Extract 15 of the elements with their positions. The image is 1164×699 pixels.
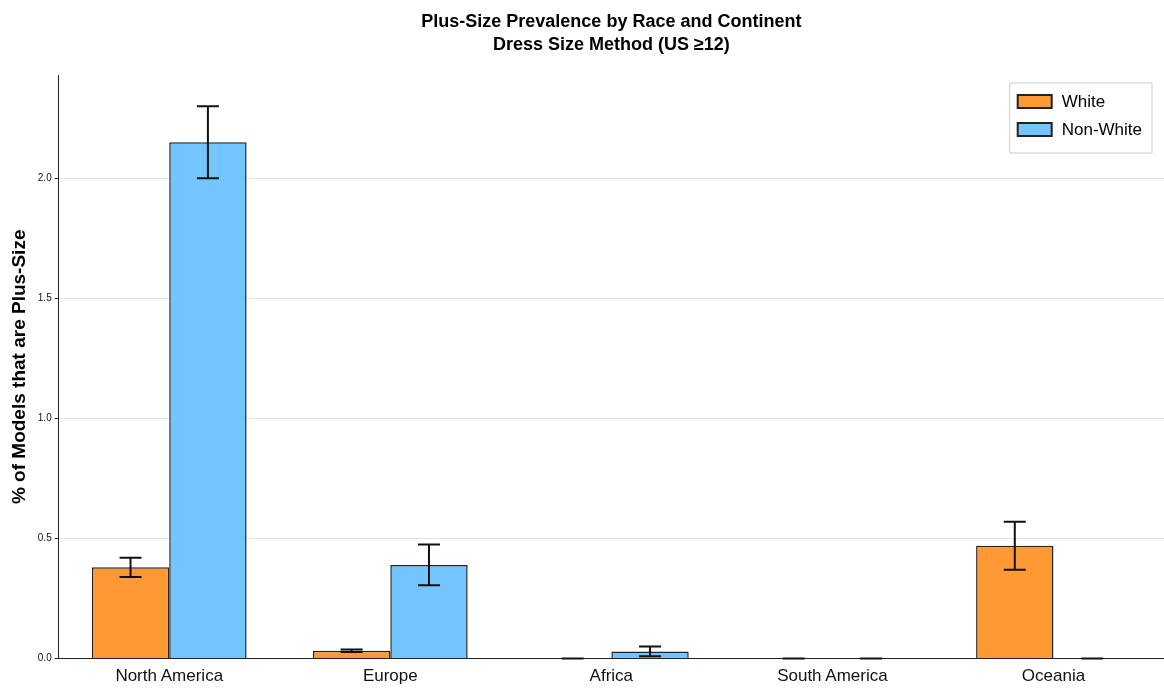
x-tick-label: Africa bbox=[589, 666, 634, 686]
x-tick-label: Europe bbox=[362, 666, 418, 686]
x-tick-label: North America bbox=[115, 666, 224, 686]
legend-label: White bbox=[1061, 91, 1106, 111]
x-tick-label: South America bbox=[777, 666, 889, 686]
x-tick-label: Oceania bbox=[1021, 666, 1086, 686]
y-axis-title: % of Models that are Plus-Size bbox=[7, 229, 29, 505]
y-tick-label: 1.5 bbox=[37, 292, 53, 304]
chart-title: Plus-Size Prevalence by Race and Continent bbox=[421, 10, 802, 31]
y-tick-label: 0.0 bbox=[37, 652, 53, 664]
legend-label: Non-White bbox=[1061, 119, 1143, 139]
chart-subtitle: Dress Size Method (US ≥12) bbox=[492, 33, 730, 54]
y-tick-label: 0.5 bbox=[37, 532, 53, 544]
y-tick-label: 1.0 bbox=[37, 412, 53, 424]
y-tick-label: 2.0 bbox=[37, 172, 53, 184]
